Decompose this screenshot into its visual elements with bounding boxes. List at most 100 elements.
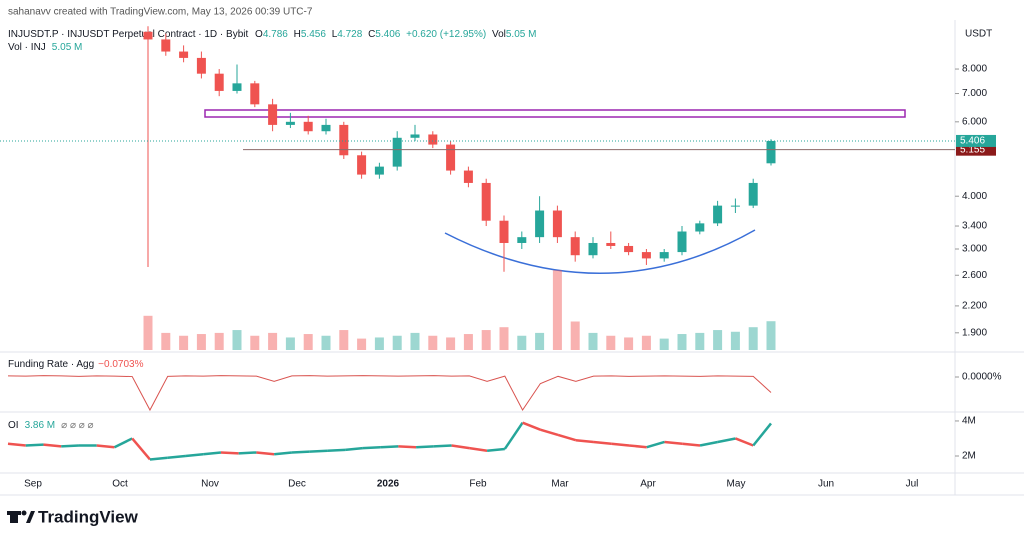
candle-body <box>463 170 473 183</box>
candle-body <box>268 104 278 125</box>
x-tick-label: Oct <box>112 479 128 490</box>
volume-bar <box>161 332 171 350</box>
vol-line: Vol · INJ 5.05 M <box>8 42 82 53</box>
candle-body <box>357 155 367 175</box>
y-tick-label: 2M <box>962 451 976 462</box>
y-tick-label: 2.600 <box>962 270 987 281</box>
volume-bar <box>517 335 527 350</box>
candle-body <box>481 182 491 221</box>
x-tick-label: Nov <box>201 479 219 490</box>
oi-segment <box>646 440 665 449</box>
y-tick-label: 2.200 <box>962 301 987 312</box>
candle-body <box>392 137 402 167</box>
volume-bar <box>677 334 687 350</box>
oi-segment <box>256 451 275 456</box>
candle-body <box>250 83 260 105</box>
volume-bar <box>499 327 509 350</box>
oi-segment <box>486 447 505 452</box>
oi-segment <box>557 433 577 442</box>
oi-segment <box>451 444 470 450</box>
volume-bar <box>570 321 580 350</box>
x-tick-label: May <box>727 479 746 490</box>
y-tick-label: 0.0000% <box>962 372 1002 383</box>
volume-bar <box>285 337 295 350</box>
volume-bar <box>748 327 758 350</box>
candle-body <box>677 231 687 253</box>
candle-body <box>659 252 669 259</box>
volume-bar <box>179 335 189 350</box>
volume-bar <box>766 321 776 350</box>
x-tick-label: Apr <box>640 479 656 490</box>
candle-body <box>606 242 616 246</box>
oi-segment <box>398 445 417 449</box>
candle-body <box>161 39 171 52</box>
vol-letter: Vol <box>492 29 506 40</box>
candle-body <box>570 237 580 256</box>
candle-body <box>730 205 740 207</box>
y-tick-label: 7.000 <box>962 88 987 99</box>
oi-segment <box>309 449 328 453</box>
oi-segment <box>664 440 683 445</box>
candle-body <box>766 140 776 164</box>
candle-body <box>232 83 242 91</box>
oi-title: OI <box>8 420 19 431</box>
oi-segment <box>25 443 44 447</box>
x-tick-label: Feb <box>469 479 487 490</box>
candle-body <box>179 51 189 58</box>
oi-segment <box>96 444 115 449</box>
volume-bar <box>196 334 206 350</box>
rounding-bottom <box>444 229 756 274</box>
candle-body <box>339 124 349 156</box>
candle-body <box>713 205 723 224</box>
oi-segment <box>522 421 541 431</box>
oi-segment <box>628 444 647 449</box>
oi-segment <box>167 454 186 459</box>
x-tick-label: 2026 <box>377 479 400 490</box>
candle-body <box>552 210 562 238</box>
volume-bar <box>268 332 278 350</box>
oi-segment <box>611 442 630 447</box>
volume-bar <box>588 332 598 350</box>
volume-bar <box>552 270 562 350</box>
vol-title: Vol · INJ <box>8 42 46 53</box>
zone <box>204 109 906 118</box>
oi-segment <box>203 451 222 456</box>
oi-value: 3.86 M <box>25 420 56 431</box>
volume-bar <box>428 335 438 350</box>
candle-body <box>588 242 598 256</box>
candle-body <box>641 252 651 259</box>
oi-segment <box>327 448 346 452</box>
candle-body <box>695 223 705 232</box>
oi-segment <box>416 445 434 449</box>
oi-segment <box>113 437 133 449</box>
candle-body <box>196 57 206 74</box>
volume-bar <box>463 334 473 350</box>
funding-title: Funding Rate · Agg −0.0703% <box>8 359 144 370</box>
volume-bar <box>392 335 402 350</box>
candle-body <box>143 31 153 40</box>
candle-body <box>410 134 420 138</box>
volume-bar <box>695 332 705 350</box>
volume-bar <box>535 332 545 350</box>
volume-bar <box>713 330 723 350</box>
symbol-line: INJUSDT.P · INJUSDT Perpetual Contract ·… <box>8 29 536 40</box>
oi-segment <box>682 442 701 447</box>
oi-title: OI 3.86 M ⌀ ⌀ ⌀ ⌀ <box>8 420 94 431</box>
volume-bar <box>339 330 349 350</box>
icons: ⌀ ⌀ ⌀ ⌀ <box>61 420 93 431</box>
funding-value: −0.0703% <box>98 359 143 370</box>
x-tick-label: Dec <box>288 479 306 490</box>
open: 4.786 <box>263 29 288 40</box>
credit: sahanavv created with TradingView.com, M… <box>8 7 313 18</box>
vol-value: 5.05 M <box>506 29 537 40</box>
vol-value: 5.05 M <box>52 42 83 53</box>
oi-segment <box>291 450 310 454</box>
oi-segment <box>469 446 488 452</box>
volume-bar <box>232 330 242 350</box>
volume-bar <box>624 337 634 350</box>
volume-bar <box>659 338 669 350</box>
oi-segment <box>274 451 293 456</box>
candle-body <box>321 124 331 132</box>
oi-segment <box>345 446 364 452</box>
logo <box>7 510 35 523</box>
